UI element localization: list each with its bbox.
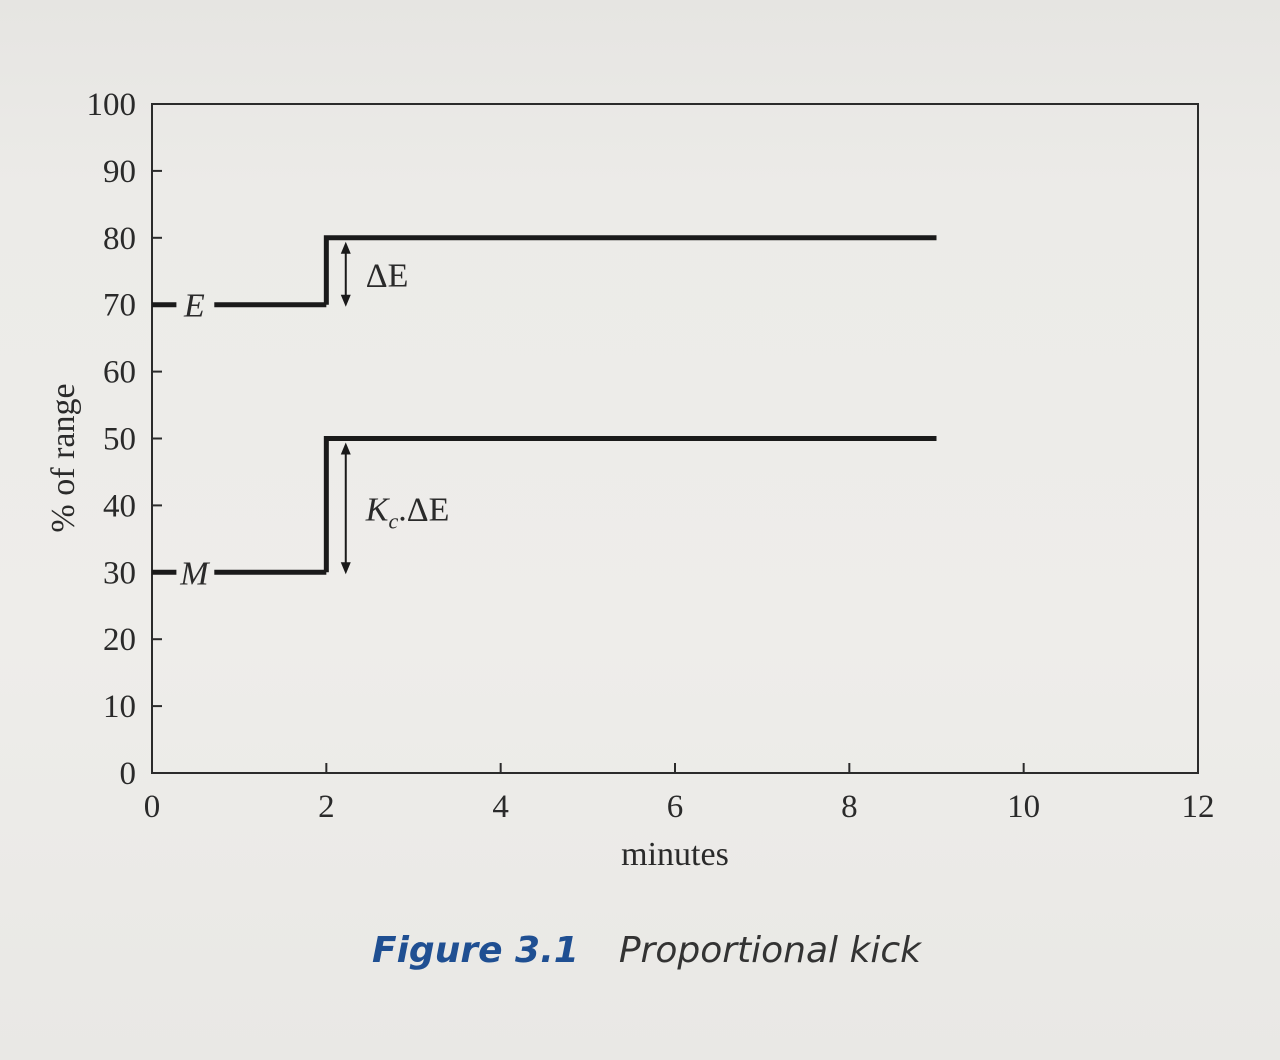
x-tick-label: 4	[492, 789, 509, 825]
y-tick-label: 30	[103, 555, 136, 591]
series-line-E	[323, 235, 937, 305]
annotations: ΔE Kc.ΔE	[340, 241, 450, 575]
delta-arrow-1-head-top	[340, 241, 351, 254]
y-tick-label: 10	[103, 689, 136, 725]
series-label-E: E	[183, 288, 205, 325]
x-axis-label: minutes	[621, 836, 729, 873]
x-tick-label: 6	[667, 789, 684, 825]
y-tick-label: 70	[103, 288, 136, 324]
y-tick-label: 60	[103, 355, 136, 391]
y-tick-label: 50	[103, 422, 136, 458]
x-tick-label: 2	[318, 789, 335, 825]
annotation-text-2: Kc.ΔE	[365, 491, 450, 533]
x-tick-label: 0	[144, 789, 161, 825]
caption-number: Figure 3.1	[372, 930, 579, 971]
y-axis-label: % of range	[45, 383, 82, 532]
figure-caption: Figure 3.1 Proportional kick	[372, 930, 921, 971]
y-tick-label: 0	[120, 756, 137, 792]
x-tick-label: 10	[1007, 789, 1040, 825]
ticks: 0 10 20 30 40 50 60 70 80 90 100 0 2 4 6 8 10 12	[87, 87, 1215, 825]
y-tick-label: 90	[103, 154, 136, 190]
delta-arrow-1-head-bottom	[340, 294, 351, 307]
delta-arrow-2-head-bottom	[340, 562, 351, 575]
y-tick-label: 80	[103, 221, 136, 257]
y-tick-label: 100	[87, 87, 137, 123]
annotation-text-1: ΔE	[366, 257, 409, 294]
x-tick-label: 8	[841, 789, 858, 825]
series-line-M	[323, 436, 937, 573]
x-tick-label: 12	[1182, 789, 1215, 825]
y-tick-label: 40	[103, 488, 136, 524]
y-tick-label: 20	[103, 622, 136, 658]
caption-title: Proportional kick	[618, 930, 921, 971]
delta-arrow-2-head-top	[340, 442, 351, 455]
series-label-M: M	[179, 555, 210, 592]
series: EM	[152, 235, 937, 592]
